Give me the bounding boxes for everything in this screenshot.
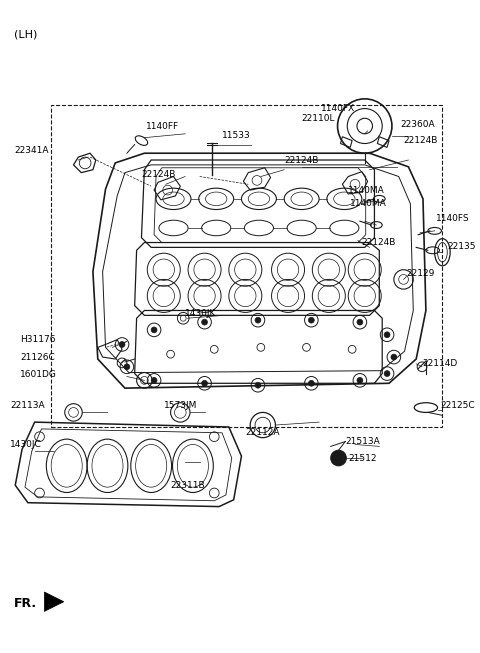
Circle shape: [124, 364, 130, 370]
Text: 22113A: 22113A: [11, 401, 45, 410]
Circle shape: [202, 381, 207, 386]
Text: 22124B: 22124B: [142, 170, 176, 179]
Text: 22114D: 22114D: [422, 359, 457, 368]
Text: 22112A: 22112A: [245, 428, 280, 438]
Text: 22311B: 22311B: [170, 481, 205, 490]
Text: H31176: H31176: [20, 335, 56, 344]
Bar: [51, 104, 443, 427]
Circle shape: [255, 382, 261, 388]
Text: 22125C: 22125C: [441, 401, 475, 410]
Circle shape: [255, 317, 261, 323]
Text: 22124B: 22124B: [404, 136, 438, 145]
Text: 11533: 11533: [222, 131, 251, 140]
Text: 1140FF: 1140FF: [146, 121, 180, 131]
Circle shape: [357, 377, 363, 383]
Circle shape: [119, 342, 125, 347]
Circle shape: [391, 354, 397, 360]
Text: 1430JK: 1430JK: [185, 309, 216, 318]
Circle shape: [151, 327, 157, 333]
Text: 1140MA: 1140MA: [348, 185, 385, 195]
Text: 22124B: 22124B: [284, 157, 319, 165]
Text: 1601DG: 1601DG: [20, 370, 57, 379]
Polygon shape: [44, 592, 64, 611]
Circle shape: [202, 319, 207, 325]
Text: 22110L: 22110L: [301, 114, 335, 123]
Circle shape: [384, 371, 390, 377]
Text: 22135: 22135: [447, 242, 476, 251]
Text: 1140MA: 1140MA: [350, 199, 387, 208]
Text: 22360A: 22360A: [401, 119, 435, 129]
Text: 22129: 22129: [407, 269, 435, 278]
Text: 1430JC: 1430JC: [11, 440, 42, 449]
Circle shape: [357, 319, 363, 325]
Text: 22341A: 22341A: [14, 146, 49, 155]
Text: 21126C: 21126C: [20, 353, 55, 362]
Text: 21513A: 21513A: [345, 437, 380, 446]
Circle shape: [309, 317, 314, 323]
Text: 22124B: 22124B: [362, 238, 396, 247]
Circle shape: [331, 451, 346, 466]
Circle shape: [151, 377, 157, 383]
Circle shape: [384, 332, 390, 338]
Text: FR.: FR.: [14, 597, 37, 610]
Text: 21512: 21512: [348, 454, 377, 462]
Text: 1573JM: 1573JM: [164, 401, 197, 410]
Circle shape: [309, 381, 314, 386]
Text: 1140FS: 1140FS: [436, 214, 469, 223]
Text: 1140FX: 1140FX: [321, 104, 355, 113]
Text: (LH): (LH): [14, 30, 37, 40]
